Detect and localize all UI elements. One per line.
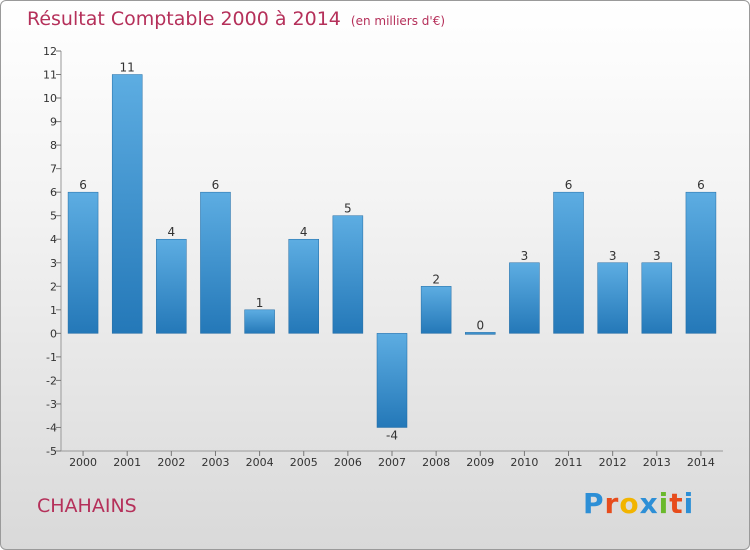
x-tick-label: 2009 <box>466 456 494 469</box>
title-text: Résultat Comptable 2000 à 2014 <box>27 8 341 30</box>
data-label: 3 <box>653 249 661 263</box>
proxiti-logo: Proxiti <box>583 487 694 520</box>
y-tick-label: 5 <box>50 210 57 223</box>
logo-letter: o <box>619 487 640 520</box>
y-tick-label: -3 <box>46 398 57 411</box>
x-tick-label: 2007 <box>378 456 406 469</box>
x-tick-label: 2003 <box>201 456 229 469</box>
chart-subtitle: (en milliers d'€) <box>350 14 446 28</box>
x-tick-label: 2010 <box>510 456 538 469</box>
x-tick-label: 2012 <box>599 456 627 469</box>
x-tick-label: 2000 <box>69 456 97 469</box>
y-tick-label: -5 <box>46 445 57 458</box>
bar <box>376 333 408 428</box>
bar <box>685 191 717 334</box>
data-label: 3 <box>521 249 529 263</box>
y-tick-label: 6 <box>50 186 57 199</box>
y-tick-label: 7 <box>50 163 57 176</box>
bar <box>200 191 231 334</box>
bar <box>332 215 364 334</box>
y-tick-label: 0 <box>50 327 57 340</box>
chart-title: Résultat Comptable 2000 à 2014 (en millie… <box>27 8 445 30</box>
bar <box>420 286 452 334</box>
logo-letter: P <box>583 487 605 520</box>
data-label: 6 <box>565 178 573 192</box>
bar <box>156 238 187 334</box>
y-tick-label: 9 <box>50 116 57 129</box>
y-tick-label: 2 <box>50 280 57 293</box>
y-tick-label: -2 <box>46 374 57 387</box>
data-label: 11 <box>120 61 135 75</box>
bar <box>597 262 628 334</box>
y-tick-label: 3 <box>50 257 57 270</box>
y-tick-label: 10 <box>43 92 57 105</box>
x-tick-label: 2002 <box>157 456 185 469</box>
y-tick-label: 12 <box>43 45 57 58</box>
bar <box>465 332 496 335</box>
data-label: 6 <box>79 178 87 192</box>
logo-letter: i <box>683 487 695 520</box>
y-tick-label: 8 <box>50 139 57 152</box>
y-tick-label: -4 <box>46 421 57 434</box>
logo-letter: r <box>604 487 620 520</box>
bar <box>67 191 99 334</box>
data-label: 6 <box>212 178 220 192</box>
data-label: 4 <box>300 225 308 239</box>
place-name: CHAHAINS <box>37 495 137 517</box>
bar <box>244 309 275 334</box>
y-tick-label: 1 <box>50 304 57 317</box>
bar <box>111 74 143 334</box>
y-tick-label: 4 <box>50 233 57 246</box>
bar <box>641 262 673 334</box>
data-label: 5 <box>344 202 352 216</box>
y-tick-label: 11 <box>43 69 57 82</box>
bar <box>288 238 319 334</box>
bar <box>509 262 540 334</box>
data-label: 4 <box>168 225 176 239</box>
data-label: 3 <box>609 249 617 263</box>
x-tick-label: 2014 <box>687 456 715 469</box>
y-tick-label: -1 <box>46 351 57 364</box>
logo-letter: x <box>639 487 659 520</box>
logo-letter: i <box>658 487 670 520</box>
bar <box>553 191 584 334</box>
x-tick-label: 2005 <box>290 456 318 469</box>
data-label: 2 <box>432 272 440 286</box>
x-tick-label: 2004 <box>246 456 274 469</box>
data-label: 6 <box>697 178 705 192</box>
x-tick-label: 2011 <box>555 456 583 469</box>
data-label: -4 <box>386 428 398 442</box>
data-label: 0 <box>476 318 484 332</box>
x-tick-label: 2006 <box>334 456 362 469</box>
x-tick-label: 2001 <box>113 456 141 469</box>
x-tick-label: 2008 <box>422 456 450 469</box>
data-label: 1 <box>256 296 264 310</box>
logo-letter: t <box>669 487 684 520</box>
x-tick-label: 2013 <box>643 456 671 469</box>
